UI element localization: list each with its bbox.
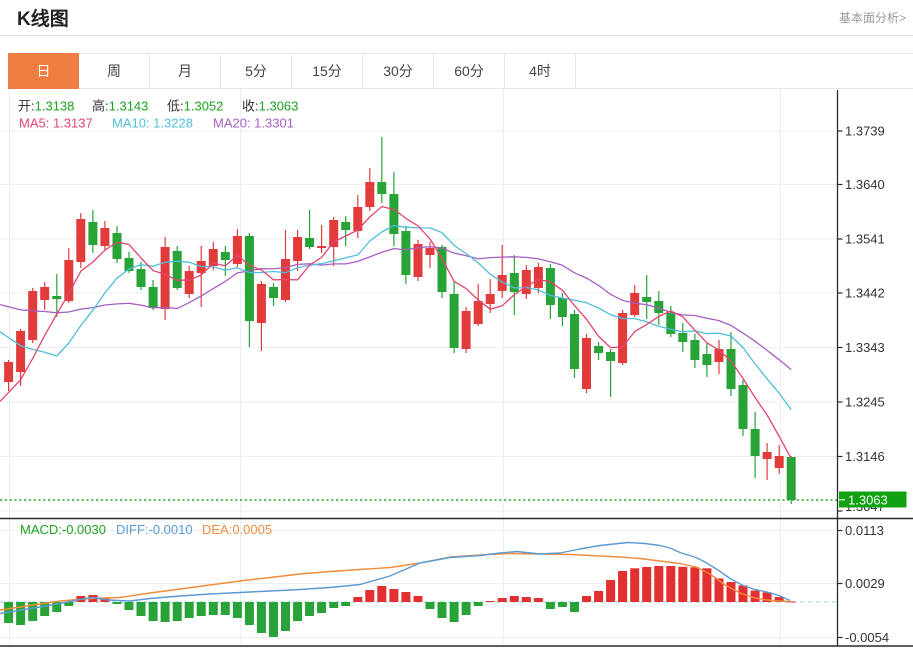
svg-text:1.3640: 1.3640 <box>845 177 885 192</box>
svg-text:1.3343: 1.3343 <box>845 340 885 355</box>
svg-text:0.0029: 0.0029 <box>845 576 885 591</box>
svg-text:1.3739: 1.3739 <box>845 124 885 139</box>
svg-text:1.3063: 1.3063 <box>848 492 888 507</box>
svg-text:1.3541: 1.3541 <box>845 232 885 247</box>
svg-text:1.3245: 1.3245 <box>845 395 885 410</box>
svg-text:1.3146: 1.3146 <box>845 449 885 464</box>
svg-text:1.3442: 1.3442 <box>845 286 885 301</box>
svg-text:0.0113: 0.0113 <box>845 523 884 538</box>
svg-text:-0.0054: -0.0054 <box>845 630 889 645</box>
